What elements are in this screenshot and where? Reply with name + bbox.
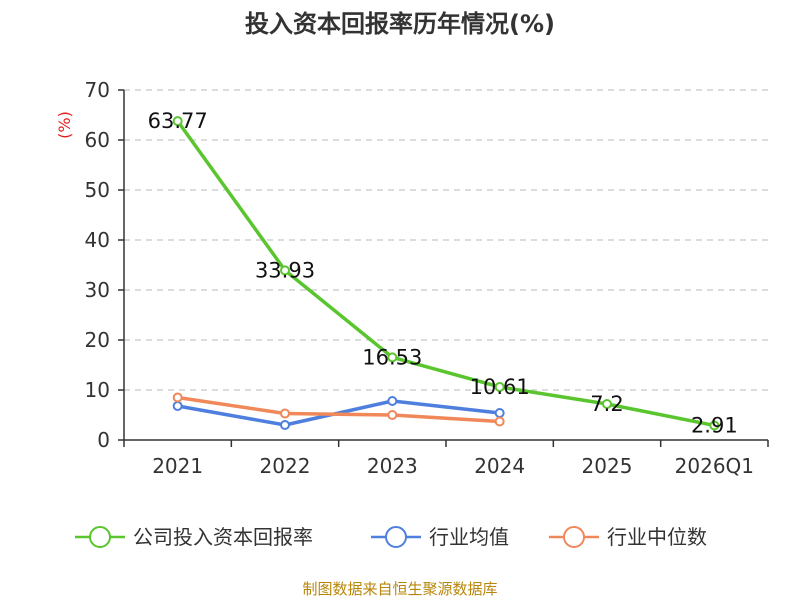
data-point-2-2022 [280, 408, 290, 419]
data-point-2-2021 [172, 392, 183, 403]
data-point-2-2024 [494, 416, 505, 427]
data-point-0-2021 [172, 116, 183, 127]
x-tick-label-2022: 2022 [260, 454, 311, 478]
legend-label-2: 行业中位数 [607, 525, 707, 549]
axes [123, 90, 768, 441]
data-point-0-2024 [494, 381, 505, 392]
data-label-2024: 10.61 [470, 375, 530, 399]
y-tick-label-10: 10 [85, 378, 110, 402]
y-tick-label-40: 40 [85, 228, 110, 252]
data-label-2025: 7.2 [590, 392, 623, 416]
data-point-0-2022 [280, 265, 290, 276]
data-label-2022: 33.93 [255, 258, 315, 282]
data-point-1-2021 [172, 401, 183, 411]
y-axis-ticks: 0 10 20 30 40 50 60 70 [85, 78, 124, 452]
x-tick-label-2024: 2024 [474, 454, 525, 478]
y-axis-unit-label: (%) [55, 111, 74, 139]
data-label-2026Q1: 2.91 [691, 413, 738, 437]
legend-label-0: 公司投入资本回报率 [133, 525, 313, 549]
y-tick-label-0: 0 [97, 428, 110, 452]
x-axis-ticks: 2021 2022 2023 2024 2025 2026Q1 [123, 440, 769, 478]
data-point-0-2026Q1 [709, 420, 720, 431]
data-point-1-2024 [494, 408, 505, 418]
legend-marker-0 [89, 526, 111, 548]
y-tick-label-70: 70 [85, 78, 110, 102]
source-note: 制图数据来自恒生聚源数据库 [302, 580, 498, 598]
legend-marker-2 [563, 526, 585, 548]
legend: 公司投入资本回报率 行业均值 行业中位数 [75, 525, 707, 549]
y-tick-label-60: 60 [85, 128, 110, 152]
data-point-1-2023 [387, 396, 398, 406]
x-tick-label-2023: 2023 [367, 454, 418, 478]
y-tick-label-50: 50 [85, 178, 110, 202]
series-lines [172, 116, 720, 431]
y-tick-label-20: 20 [85, 328, 110, 352]
data-point-1-2022 [280, 420, 290, 430]
x-tick-label-2025: 2025 [582, 454, 633, 478]
x-tick-label-2026Q1: 2026Q1 [675, 454, 754, 478]
legend-marker-1 [385, 526, 407, 548]
grid-lines [124, 89, 768, 391]
data-label-2021: 63.77 [148, 109, 208, 133]
data-labels: 63.77 33.93 16.53 10.61 7.2 2.91 [148, 109, 738, 437]
y-tick-label-30: 30 [85, 278, 110, 302]
chart-title: 投入资本回报率历年情况(%) [245, 10, 555, 38]
x-tick-label-2021: 2021 [152, 454, 203, 478]
data-point-0-2023 [387, 352, 398, 363]
data-label-2023: 16.53 [362, 345, 422, 369]
legend-label-1: 行业均值 [429, 525, 509, 549]
series-line-0 [176, 120, 715, 428]
data-point-0-2025 [602, 399, 612, 409]
series-line-2 [177, 395, 500, 424]
data-point-2-2023 [387, 410, 398, 420]
